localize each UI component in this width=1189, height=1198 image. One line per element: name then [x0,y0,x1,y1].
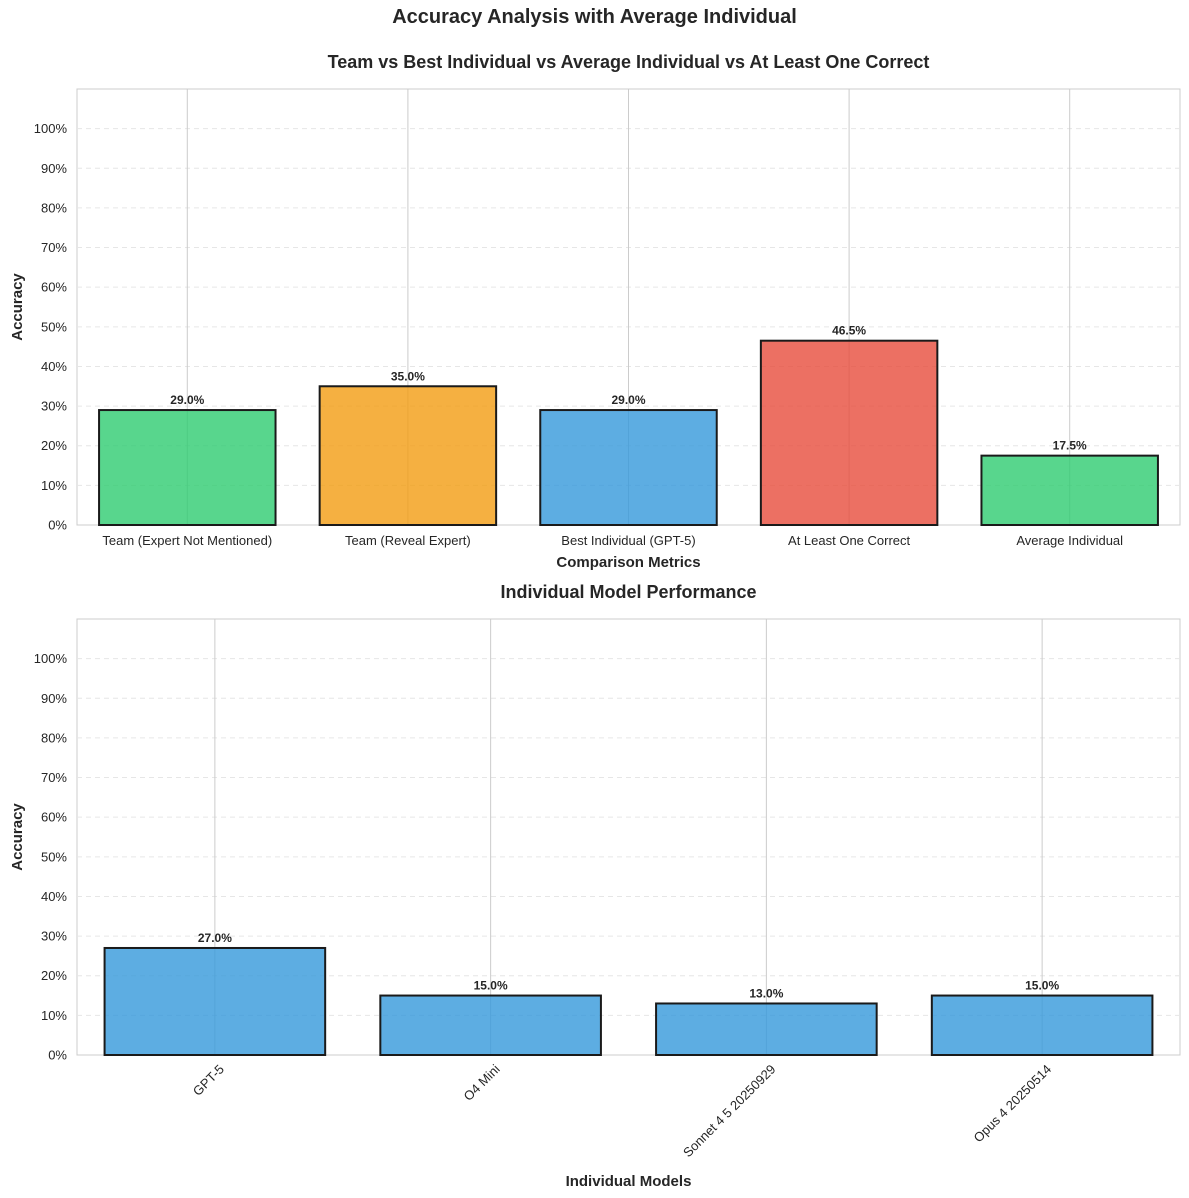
chart1-bar-value-label: 17.5% [1053,439,1087,453]
chart1-y-tick-label: 100% [34,121,68,136]
chart1-bar [539,409,718,526]
chart2-y-axis-label: Accuracy [9,803,26,871]
chart1-x-axis-label: Comparison Metrics [556,554,700,571]
chart1-y-tick-label: 30% [41,399,67,414]
chart2-bar-value-label: 13.0% [749,986,783,1000]
figure-title: Accuracy Analysis with Average Individua… [392,6,797,28]
chart1-x-tick-label: Team (Expert Not Mentioned) [102,533,272,548]
chart1-y-tick-label: 0% [48,518,67,533]
chart2-y-tick-label: 60% [41,810,67,825]
chart2-title: Individual Model Performance [500,582,756,602]
chart2-y-tick-label: 30% [41,929,67,944]
chart1-y-tick-label: 80% [41,200,67,215]
chart1-x-tick-label: Team (Reveal Expert) [345,533,471,548]
chart1-y-axis-label: Accuracy [9,273,26,341]
chart2-y-tick-label: 0% [48,1048,67,1063]
chart1-bar [980,454,1159,526]
chart1-x-tick-label: Average Individual [1016,533,1123,548]
chart1-y-tick-label: 70% [41,240,67,255]
chart2-y-tick-label: 50% [41,849,67,864]
chart1-bar-value-label: 29.0% [611,393,645,407]
chart2-y-tick-label: 20% [41,968,67,983]
chart2-bar [103,946,327,1056]
chart1-title: Team vs Best Individual vs Average Indiv… [328,52,930,72]
chart1-bar [318,385,498,527]
chart2-y-tick-label: 80% [41,730,67,745]
chart1-x-tick-label: Best Individual (GPT-5) [561,533,695,548]
chart1-bar-value-label: 46.5% [832,324,866,338]
chart2-y-tick-label: 10% [41,1008,67,1023]
chart2-bar-value-label: 15.0% [474,979,508,993]
chart1-bar-value-label: 35.0% [391,369,425,383]
chart2-x-tick-label: O4 Mini [460,1061,502,1103]
chart2-y-tick-label: 100% [34,651,68,666]
chart2-y-tick-label: 40% [41,889,67,904]
chart2-x-tick-label: Sonnet 4 5 20250929 [680,1062,779,1161]
chart1-bar [98,409,277,526]
chart2-x-axis-label: Individual Models [566,1173,692,1190]
chart1-y-tick-label: 50% [41,319,67,334]
chart2-bar-value-label: 27.0% [198,931,232,945]
chart1-bar-value-label: 29.0% [170,393,204,407]
chart2-y-tick-label: 70% [41,770,67,785]
chart2-bar-value-label: 15.0% [1025,979,1059,993]
chart1-bar [759,339,939,527]
chart1-x-tick-label: At Least One Correct [788,533,910,548]
chart1-y-tick-label: 40% [41,359,67,374]
chart2-bar [655,1002,878,1056]
chart2-bar [379,994,602,1057]
chart2-x-tick-label: GPT-5 [190,1062,227,1099]
chart1-y-tick-label: 10% [41,478,67,493]
chart2-bar [930,994,1154,1057]
chart1-y-tick-label: 60% [41,280,67,295]
chart1-y-tick-label: 90% [41,161,67,176]
chart2-x-tick-label: Opus 4 20250514 [971,1062,1055,1146]
chart1-y-tick-label: 20% [41,438,67,453]
chart2-y-tick-label: 90% [41,691,67,706]
